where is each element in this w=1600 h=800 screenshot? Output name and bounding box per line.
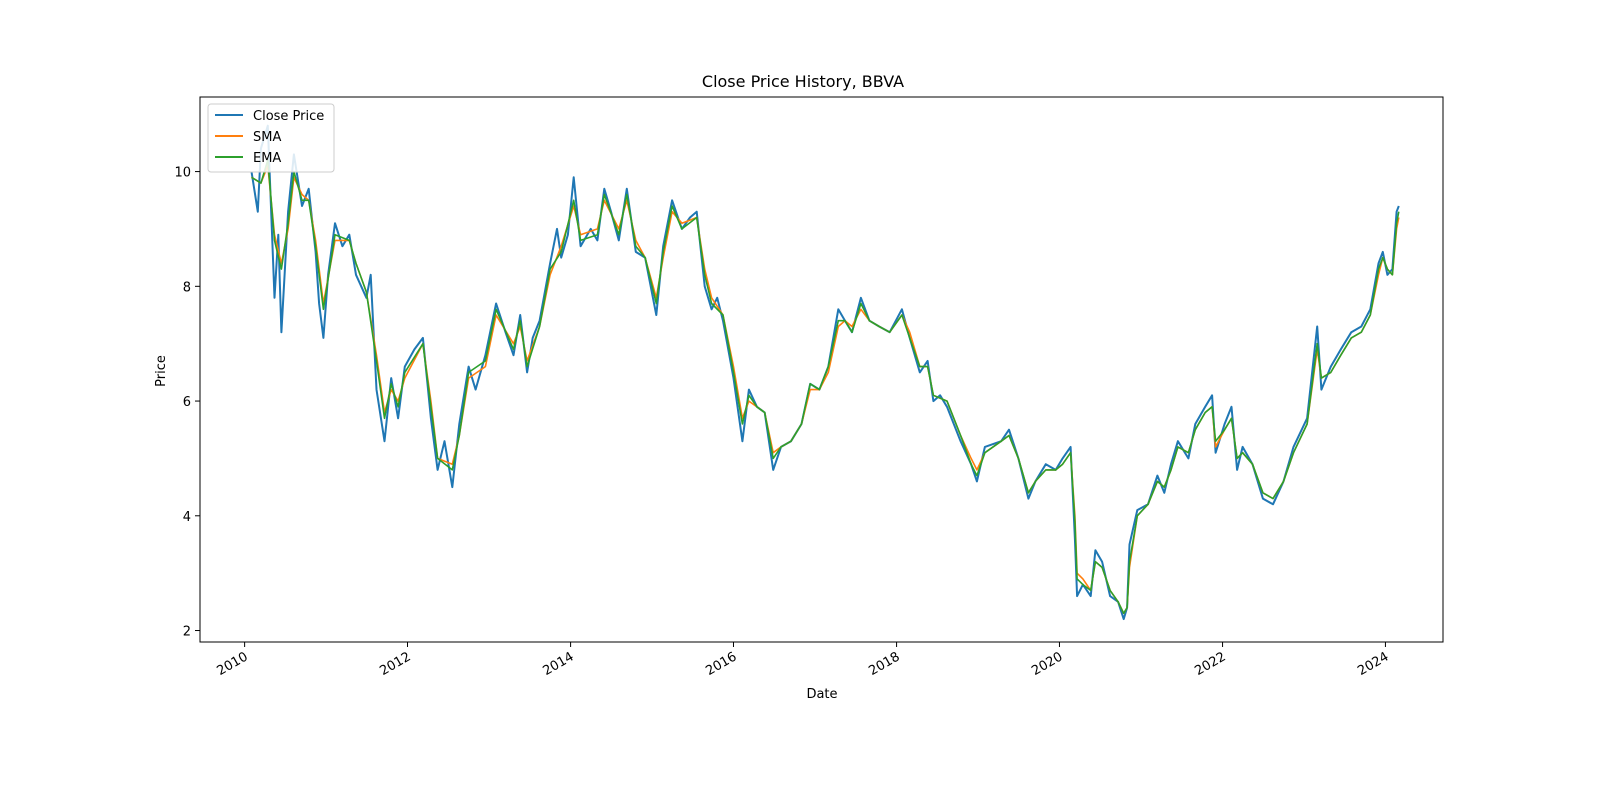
legend-label: Close Price [253,109,324,124]
x-axis-title: Date [806,687,837,702]
series-line-ema [251,159,1400,615]
legend: Close Price SMA EMA [207,103,335,173]
y-tick-label: 4 [183,510,191,525]
y-tick-label: 6 [183,395,191,410]
y-axis-title: Price [154,355,169,387]
y-tick-label: 8 [183,280,191,295]
y-axis: 2 4 6 8 10 [174,166,200,640]
chart-title: Close Price History, BBVA [702,72,904,91]
legend-label: EMA [253,151,281,166]
y-tick-label: 2 [183,625,191,640]
series-layer [250,124,1400,621]
y-tick-label: 10 [174,166,191,181]
plot-frame [199,96,1444,643]
plot-area [199,96,1444,643]
legend-label: SMA [253,130,281,145]
legend-box [207,103,335,173]
